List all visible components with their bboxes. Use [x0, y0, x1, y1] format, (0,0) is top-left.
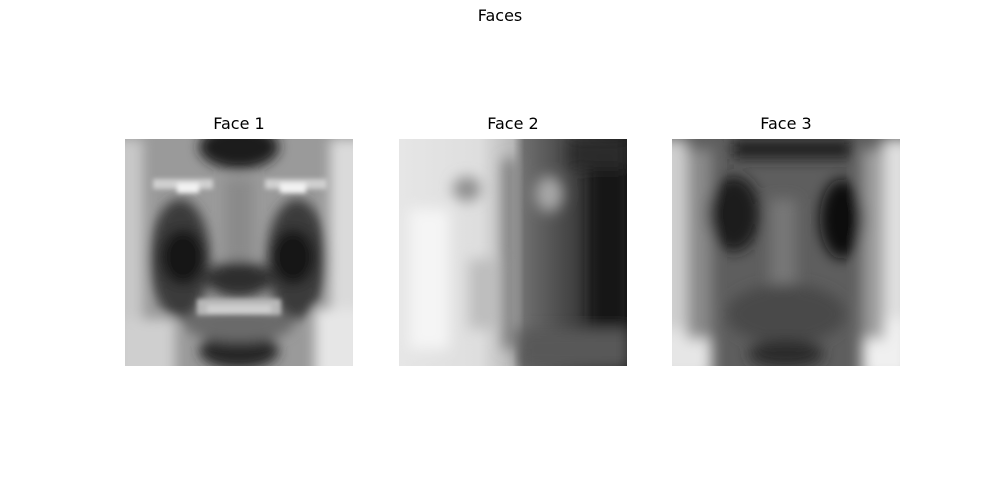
- face-image-1: [125, 139, 353, 366]
- figure-title: Faces: [477, 6, 523, 25]
- face-title-1: Face 1: [213, 114, 265, 133]
- face-panel-3: Face 3: [672, 114, 900, 366]
- face-title-3: Face 3: [760, 114, 812, 133]
- face-title-2: Face 2: [487, 114, 539, 133]
- face-image-3: [672, 139, 900, 366]
- face-image-2: [399, 139, 627, 366]
- face-panel-2: Face 2: [399, 114, 627, 366]
- face-panel-1: Face 1: [125, 114, 353, 366]
